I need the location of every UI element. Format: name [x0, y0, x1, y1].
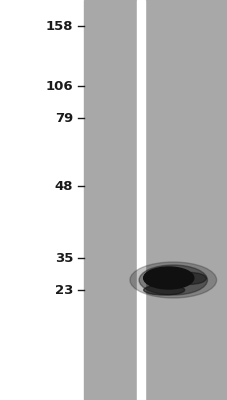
Text: 35: 35 — [54, 252, 73, 264]
Ellipse shape — [143, 285, 184, 295]
Ellipse shape — [143, 267, 193, 289]
Text: 48: 48 — [54, 180, 73, 192]
Ellipse shape — [171, 272, 205, 284]
Bar — [136, 0, 144, 400]
Ellipse shape — [138, 265, 207, 295]
Text: 158: 158 — [45, 20, 73, 32]
Bar — [144, 0, 227, 400]
Ellipse shape — [129, 262, 216, 298]
Text: 23: 23 — [54, 284, 73, 296]
Text: 79: 79 — [54, 112, 73, 124]
Bar — [84, 0, 136, 400]
Bar — [0, 0, 84, 400]
Text: 106: 106 — [45, 80, 73, 92]
